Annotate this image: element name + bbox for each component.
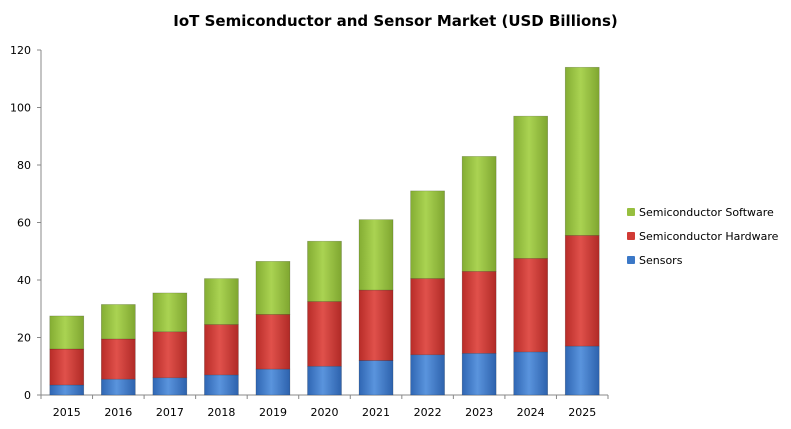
bar-sensors-2018 xyxy=(204,374,239,396)
y-tick-label: 60 xyxy=(17,217,31,230)
legend-swatch xyxy=(627,256,635,264)
bar-semiconductor-software-2022 xyxy=(410,190,445,279)
y-tick-label: 100 xyxy=(10,102,31,115)
y-tick-label: 120 xyxy=(10,44,31,57)
bar-semiconductor-software-2018 xyxy=(204,278,239,325)
bar-semiconductor-hardware-2023 xyxy=(461,271,497,354)
bar-semiconductor-software-2021 xyxy=(358,219,394,291)
bar-semiconductor-hardware-2015 xyxy=(49,348,85,386)
bar-semiconductor-software-2016 xyxy=(101,304,136,340)
x-tick-label: 2022 xyxy=(414,406,442,419)
bar-semiconductor-hardware-2017 xyxy=(152,331,188,379)
bar-semiconductor-software-2024 xyxy=(513,115,548,259)
x-tick-label: 2024 xyxy=(517,406,545,419)
legend-swatch xyxy=(627,232,635,240)
x-tick-label: 2019 xyxy=(259,406,287,419)
bar-semiconductor-hardware-2025 xyxy=(564,235,600,347)
x-tick-label: 2017 xyxy=(156,406,184,419)
bar-sensors-2022 xyxy=(410,354,445,396)
bar-semiconductor-software-2023 xyxy=(461,156,497,272)
bar-semiconductor-software-2017 xyxy=(152,292,188,333)
chart-title: IoT Semiconductor and Sensor Market (USD… xyxy=(173,12,618,30)
legend-swatch xyxy=(627,208,635,216)
bar-semiconductor-software-2025 xyxy=(564,66,600,236)
bar-sensors-2019 xyxy=(255,368,291,396)
legend-label: Semiconductor Software xyxy=(639,205,774,219)
bar-semiconductor-hardware-2016 xyxy=(101,338,136,380)
bar-sensors-2016 xyxy=(101,378,136,396)
bar-sensors-2020 xyxy=(307,365,342,396)
bar-semiconductor-software-2020 xyxy=(307,240,342,302)
legend-label: Semiconductor Hardware xyxy=(639,229,779,243)
x-tick-label: 2021 xyxy=(362,406,390,419)
legend: Semiconductor Software Semiconductor Hard… xyxy=(627,200,778,272)
x-tick-label: 2015 xyxy=(53,406,81,419)
bar-semiconductor-hardware-2024 xyxy=(513,258,548,353)
bar-semiconductor-hardware-2019 xyxy=(255,314,291,370)
bar-sensors-2025 xyxy=(564,345,600,396)
y-tick-label: 80 xyxy=(17,159,31,172)
bar-sensors-2015 xyxy=(49,384,85,396)
tick-labels: 0 20 40 60 80 100 120 2015 2016 2017 2018 2019 2020 2… xyxy=(10,44,596,419)
x-tick-label: 2025 xyxy=(568,406,596,419)
bar-sensors-2017 xyxy=(152,377,188,396)
legend-item: Semiconductor Software xyxy=(627,200,778,224)
bar-sensors-2023 xyxy=(461,353,497,396)
bar-semiconductor-hardware-2022 xyxy=(410,278,445,356)
bar-sensors-2024 xyxy=(513,351,548,396)
bar-semiconductor-hardware-2021 xyxy=(358,289,394,361)
y-tick-label: 40 xyxy=(17,274,31,287)
bar-semiconductor-hardware-2020 xyxy=(307,301,342,367)
x-tick-label: 2023 xyxy=(465,406,493,419)
bar-semiconductor-software-2019 xyxy=(255,261,291,315)
x-tick-label: 2020 xyxy=(311,406,339,419)
x-tick-label: 2018 xyxy=(207,406,235,419)
legend-label: Sensors xyxy=(639,253,683,267)
y-tick-label: 20 xyxy=(17,332,31,345)
bar-semiconductor-hardware-2018 xyxy=(204,324,239,376)
legend-item: Sensors xyxy=(627,248,778,272)
x-tick-label: 2016 xyxy=(104,406,132,419)
bar-semiconductor-software-2015 xyxy=(49,315,85,350)
y-tick-label: 0 xyxy=(24,389,31,402)
legend-item: Semiconductor Hardware xyxy=(627,224,778,248)
bars xyxy=(49,66,600,396)
bar-sensors-2021 xyxy=(358,360,394,396)
